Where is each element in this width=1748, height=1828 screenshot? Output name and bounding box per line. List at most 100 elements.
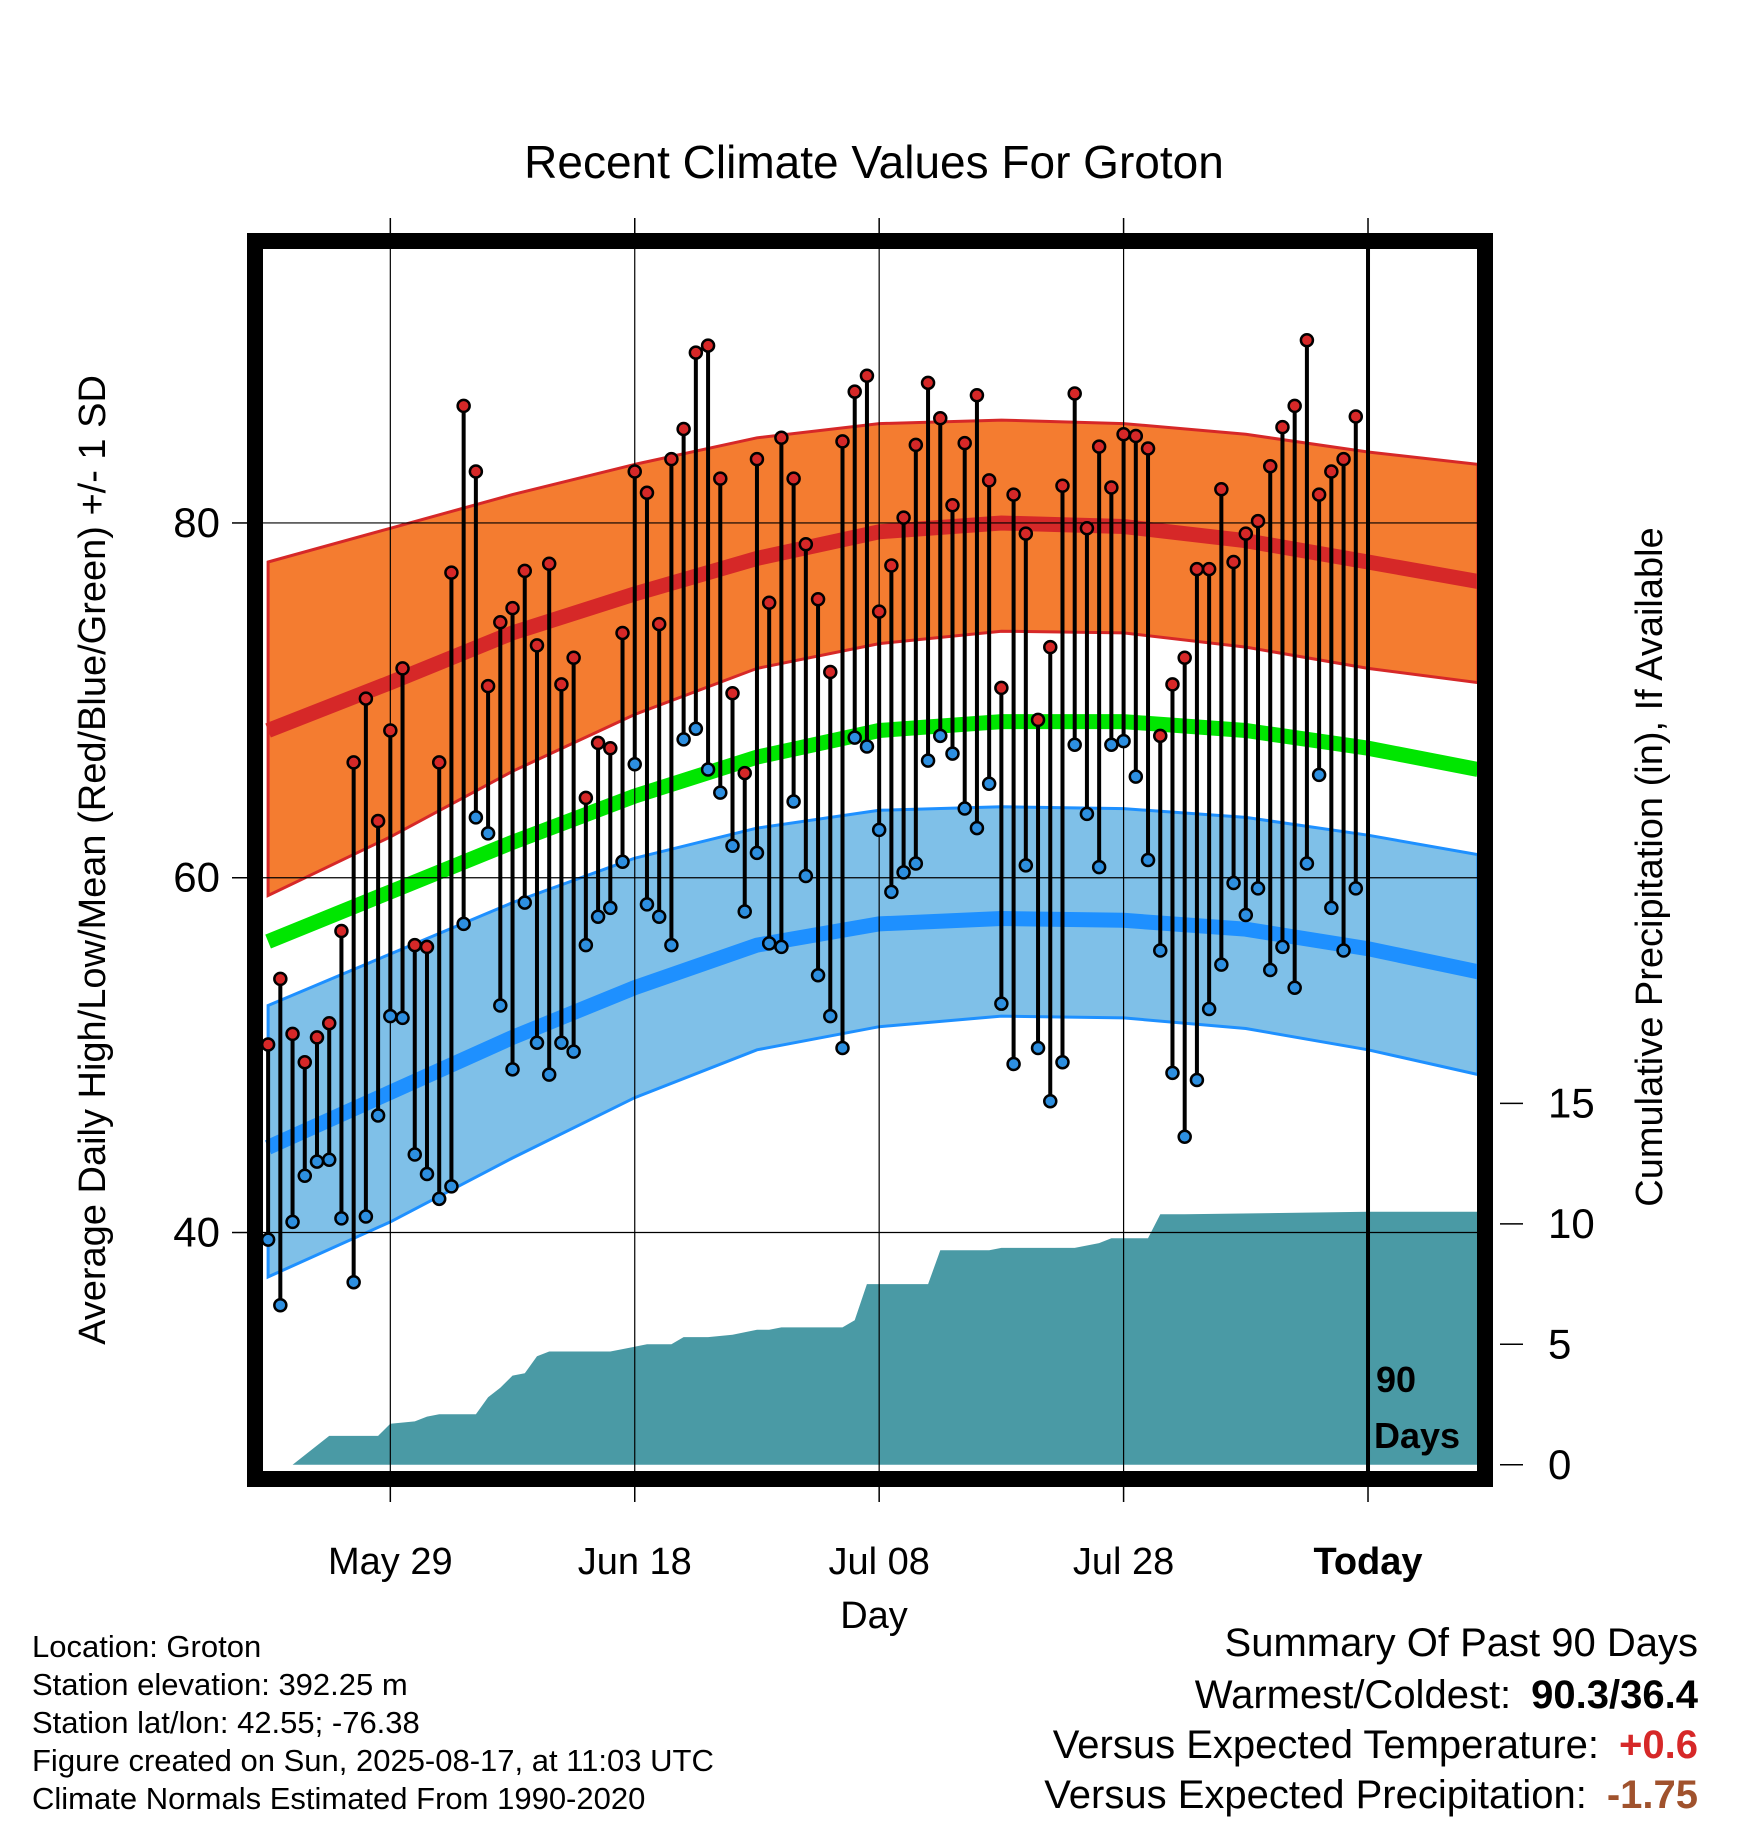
daily-low-point [981,776,997,791]
daily-low-point [615,854,630,870]
daily-low-point [761,936,777,951]
daily-low-point [1299,856,1315,871]
daily-low-point [1104,737,1119,752]
daily-high-point [1030,712,1046,728]
daily-high-point [285,1026,300,1042]
daily-low-point [1348,881,1364,896]
daily-high-point [884,558,899,573]
daily-low-point [1018,858,1034,873]
daily-high-point [1104,480,1119,495]
daily-low-point [370,1108,386,1123]
daily-high-point [1324,464,1339,479]
daily-low-point [810,968,826,983]
daily-high-point [835,434,850,449]
daily-low-point [1165,1065,1180,1081]
warm-cold-label: Warmest/Coldest: [1194,1673,1512,1717]
daily-high-point [603,740,618,756]
daily-high-point [1006,487,1021,502]
daily-high-point [847,384,862,399]
daily-high-point [749,451,765,467]
daily-low-point [1079,806,1095,822]
daily-low-point [884,884,899,900]
daily-high-point [1153,728,1168,744]
daily-low-point [664,937,679,953]
x-axis-title: Day [840,1595,908,1637]
daily-high-point [1336,451,1351,467]
precip-value: -1.75 [1606,1773,1698,1817]
daily-low-point [480,826,496,841]
daily-low-point [468,810,484,825]
daily-low-point [713,785,728,800]
daily-low-point [651,909,667,925]
daily-low-point [1262,962,1278,978]
daily-low-point [1201,1001,1217,1017]
daily-high-point [1043,639,1058,655]
daily-high-point [1214,482,1229,497]
daily-low-point [1238,907,1254,923]
daily-low-point [1177,1129,1192,1144]
daily-high-point [309,1030,325,1045]
x-tick-label: Jun 18 [578,1541,692,1583]
daily-low-point [1324,900,1339,916]
daily-high-point [431,755,447,770]
daily-high-point [1128,428,1144,444]
warm-cold-value: 90.3/36.4 [1531,1673,1698,1717]
daily-low-point [1214,957,1229,972]
y-tick-label: 40 [173,1209,220,1256]
y2-axis-title: Cumulative Precipitation (in), If Availa… [1629,527,1671,1206]
daily-low-point [590,909,606,925]
y2-tick-label: 10 [1548,1200,1595,1247]
daily-low-point [933,728,948,744]
daily-low-point [262,1232,276,1247]
daily-high-point [1311,487,1327,502]
y-tick-label: 80 [173,499,220,546]
normals-text: Climate Normals Estimated From 1990-2020 [32,1781,646,1816]
daily-low-point [407,1147,423,1162]
today-marker-days-count: 90 [1376,1359,1416,1400]
daily-low-point [554,1035,569,1050]
daily-high-point [273,971,288,987]
daily-high-point [859,368,875,383]
daily-high-point [1250,513,1266,529]
daily-low-point [639,897,655,912]
daily-high-point [627,464,642,479]
daily-high-point [321,1015,337,1031]
daily-high-point [346,755,361,770]
daily-high-point [529,638,545,653]
daily-low-point [493,998,508,1013]
daily-high-point [798,536,814,552]
daily-high-point [957,435,972,451]
daily-low-point [1275,939,1290,955]
daily-high-point [920,375,936,391]
daily-low-point [1336,943,1351,958]
daily-low-point [273,1298,288,1313]
daily-low-point [321,1152,337,1168]
daily-high-point [823,664,838,680]
daily-high-point [1226,554,1241,570]
daily-high-point [1275,419,1290,435]
daily-low-point [908,856,924,871]
daily-low-point [969,820,985,836]
daily-high-point [370,813,386,829]
daily-high-point [456,398,471,414]
y-axis-title: Average Daily High/Low/Mean (Red/Blue/Gr… [72,375,114,1345]
precipitation-area [292,1211,1478,1465]
daily-high-point [945,497,960,513]
daily-low-point [737,904,752,919]
daily-low-point [1189,1072,1205,1088]
daily-high-point [1091,439,1107,454]
daily-high-point [639,485,655,501]
daily-low-point [566,1044,581,1059]
daily-low-point [871,822,887,838]
daily-high-point [786,471,801,486]
daily-high-point [1238,526,1254,541]
daily-low-point [285,1214,300,1230]
daily-high-point [1018,526,1034,541]
daily-low-point [297,1168,313,1184]
daily-high-point [493,615,508,630]
daily-low-point [1091,859,1107,875]
daily-high-point [358,691,374,706]
daily-high-point [737,765,752,781]
x-tick-label: May 29 [328,1541,453,1583]
